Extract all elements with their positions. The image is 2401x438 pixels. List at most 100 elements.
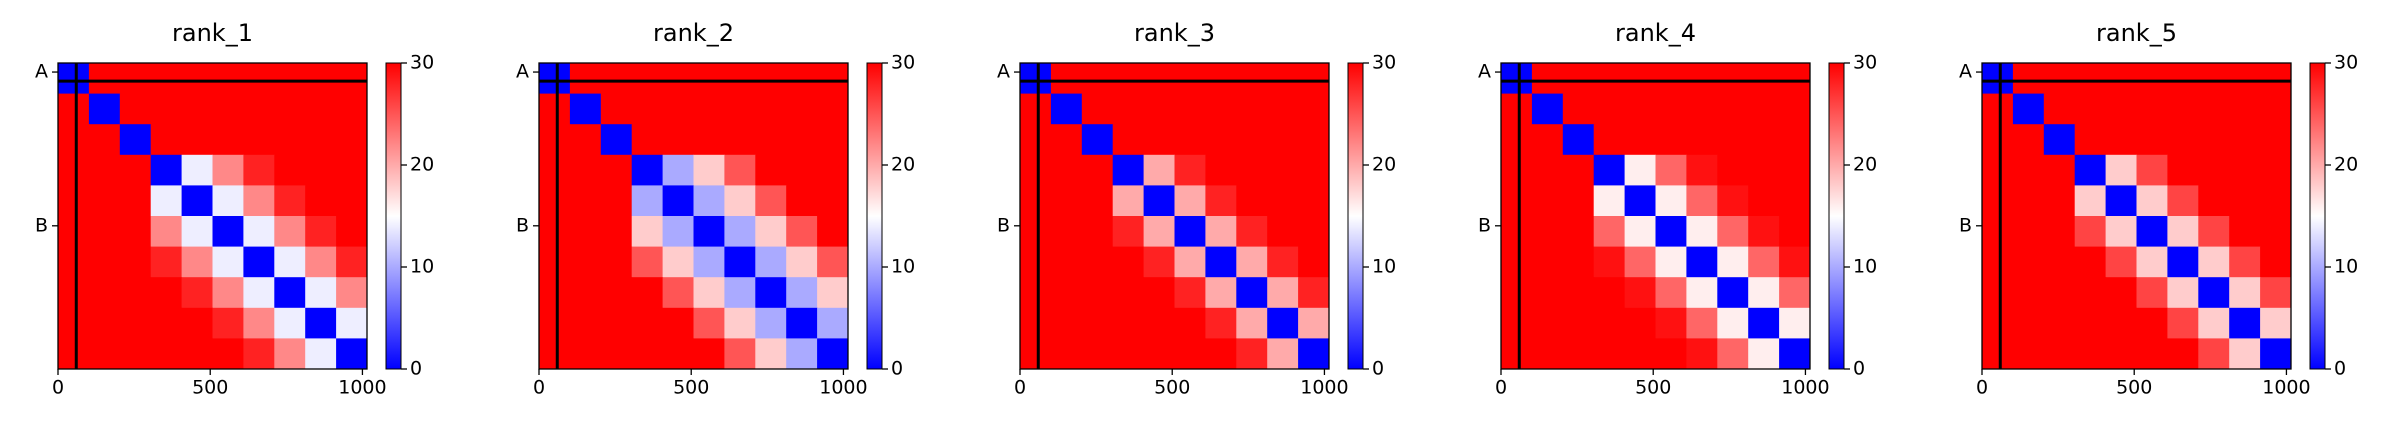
heatmap-cell [2260, 124, 2292, 156]
heatmap-cell [1982, 124, 2014, 156]
heatmap-cell [243, 124, 275, 156]
heatmap-cell [1298, 154, 1330, 186]
heatmap-cell [2105, 216, 2137, 248]
heatmap-cell [2074, 154, 2107, 186]
heatmap-cell [2167, 246, 2199, 278]
chart-title: rank_3 [1134, 19, 1215, 47]
heatmap-cell [1562, 277, 1595, 309]
heatmap-cell [243, 63, 275, 95]
heatmap-cell [88, 93, 121, 125]
heatmap-cell [1562, 338, 1595, 370]
heatmap-cell [2198, 124, 2230, 156]
heatmap-cell [662, 185, 694, 217]
heatmap-cell [662, 63, 694, 95]
heatmap-cell [569, 63, 602, 95]
heatmap-cell [1236, 93, 1268, 125]
heatmap-cell [1717, 216, 1749, 248]
heatmap-cell [305, 277, 337, 309]
heatmap-cell [1174, 277, 1206, 309]
heatmap-cell [755, 154, 787, 186]
axes-frame [1019, 62, 1330, 370]
x-tick-label: 0 [52, 377, 64, 399]
heatmap-cell [1501, 63, 1533, 95]
heatmap-cell [1748, 124, 1780, 156]
heatmap-cell [58, 277, 90, 309]
heatmap-cell [243, 216, 275, 248]
heatmap-cell [2198, 216, 2230, 248]
heatmap-cell [2012, 93, 2045, 125]
heatmap-cell [2198, 277, 2230, 309]
heatmap-cell [243, 246, 275, 278]
heatmap-cell [662, 93, 694, 125]
heatmap-cell [119, 63, 152, 95]
heatmap-cell [336, 307, 368, 339]
heatmap-cell [1748, 63, 1780, 95]
heatmap-cell [1298, 246, 1330, 278]
heatmap-cell [1686, 338, 1718, 370]
heatmap-cell [1298, 93, 1330, 125]
heatmap-cell [1050, 307, 1083, 339]
heatmap-cell [1081, 216, 1114, 248]
heatmap-cell [1501, 185, 1533, 217]
heatmap-cell [2167, 338, 2199, 370]
heatmap-cell [600, 277, 633, 309]
y-tick-label: A [997, 61, 1010, 83]
heatmap-cell [305, 154, 337, 186]
heatmap-cell [2012, 63, 2045, 95]
heatmap-cell [305, 338, 337, 370]
heatmap-cell [2229, 277, 2261, 309]
heatmap-cell [88, 124, 121, 156]
x-tick-label: 0 [1014, 377, 1026, 399]
heatmap-cell [119, 185, 152, 217]
heatmap-cell [1717, 124, 1749, 156]
heatmap-cell [305, 216, 337, 248]
heatmap-cell [1779, 154, 1811, 186]
heatmap-cell [1267, 277, 1299, 309]
heatmap-cell [755, 307, 787, 339]
y-tick-label: B [997, 214, 1010, 236]
heatmap-cell [569, 307, 602, 339]
heatmap-cell [539, 63, 571, 95]
heatmap-cell [2136, 154, 2168, 186]
heatmap-cell [88, 63, 121, 95]
y-tick-label: A [1478, 61, 1491, 83]
heatmap-cell [2167, 154, 2199, 186]
x-tick-label: 500 [192, 377, 228, 399]
heatmap-cell [2105, 246, 2137, 278]
heatmap-cell [1717, 277, 1749, 309]
heatmap-cell [1593, 93, 1626, 125]
heatmap-cell [88, 277, 121, 309]
heatmap-cell [336, 154, 368, 186]
heatmap-cell [1593, 246, 1626, 278]
heatmap-cell [1205, 246, 1237, 278]
heatmap-cell [181, 307, 213, 339]
heatmap-cell [2167, 185, 2199, 217]
heatmap-cell [1717, 307, 1749, 339]
x-tick-label: 1000 [338, 377, 386, 399]
colorbar-tick-label: 20 [2334, 154, 2358, 176]
y-tick-label: A [516, 61, 529, 83]
heatmap-cell [1779, 185, 1811, 217]
colorbar-tick-label: 30 [2334, 52, 2358, 74]
heatmap-cell [631, 277, 664, 309]
heatmap-cell [1020, 307, 1052, 339]
heatmap-cell [569, 216, 602, 248]
heatmap-cell [2136, 246, 2168, 278]
heatmap-cell [2043, 307, 2076, 339]
heatmap-cell [243, 154, 275, 186]
heatmap-cell [212, 63, 244, 95]
heatmap-cell [1236, 338, 1268, 370]
chart-title: rank_1 [172, 19, 253, 47]
heatmap-cell [336, 93, 368, 125]
heatmap-cell [1748, 154, 1780, 186]
heatmap-cell [1501, 277, 1533, 309]
heatmap-cell [755, 246, 787, 278]
heatmap-cell [181, 124, 213, 156]
heatmap-cell [724, 124, 756, 156]
heatmap-cell [1779, 246, 1811, 278]
heatmap-cell [1982, 338, 2014, 370]
heatmap-cell [2043, 338, 2076, 370]
heatmap-cell [2136, 63, 2168, 95]
heatmap-cell [2012, 246, 2045, 278]
heatmap-cell [1050, 277, 1083, 309]
